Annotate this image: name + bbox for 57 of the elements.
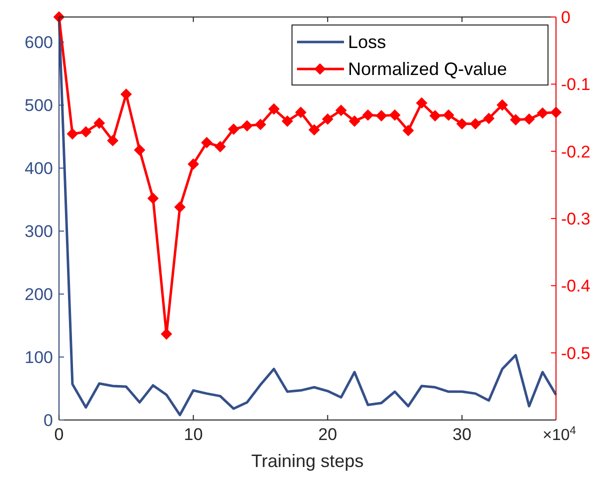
point <box>80 126 92 138</box>
point <box>148 192 159 204</box>
point <box>430 110 441 122</box>
point <box>308 124 320 136</box>
y-tick-label: 300 <box>24 222 53 242</box>
point <box>254 118 266 130</box>
point <box>322 114 334 125</box>
point <box>336 104 347 116</box>
y-tick-label: 200 <box>24 285 53 304</box>
point <box>242 120 253 132</box>
point <box>402 125 414 136</box>
point <box>376 110 387 122</box>
x-axis-title: Training steps <box>251 451 364 471</box>
legend-label: Loss <box>348 32 386 52</box>
text: ×10$^{4}$ <box>542 425 576 444</box>
point <box>66 128 78 140</box>
point <box>537 108 548 119</box>
point <box>54 12 64 22</box>
point <box>362 110 374 121</box>
y-tick-label: 500 <box>24 96 53 116</box>
point <box>214 141 226 152</box>
x-tick-label: 10 <box>184 425 203 444</box>
point <box>510 114 522 126</box>
legend-label: Normalized Q-value <box>348 59 508 79</box>
x-tick-label: 20 <box>318 425 338 444</box>
point <box>134 144 146 156</box>
point <box>416 97 428 108</box>
y2-tick-label: 0 <box>561 8 570 27</box>
y-tick-label: 600 <box>24 33 53 52</box>
point <box>456 118 468 130</box>
y-tick-label: 100 <box>24 348 53 368</box>
y2-tick-label: -0.4 <box>561 276 590 296</box>
point <box>160 328 172 340</box>
y2-tick-label: -0.3 <box>561 210 590 228</box>
y2-tick-label: -0.5 <box>561 344 590 363</box>
point <box>107 135 118 146</box>
point <box>443 110 454 121</box>
point <box>389 110 400 121</box>
point <box>349 116 360 127</box>
point <box>201 137 212 148</box>
point <box>483 112 494 124</box>
point <box>496 99 508 110</box>
point <box>524 114 535 125</box>
y-tick-label: 0 <box>44 411 53 430</box>
point <box>228 124 240 135</box>
y-tick-label: 400 <box>24 159 53 178</box>
x-tick-label: 30 <box>452 425 472 444</box>
point <box>188 158 199 170</box>
y2-tick-label: -0.1 <box>561 75 590 94</box>
point <box>282 116 293 127</box>
point <box>120 88 132 100</box>
point <box>470 118 481 130</box>
point <box>295 106 306 118</box>
y2-tick-label: -0.2 <box>561 142 590 162</box>
point <box>268 104 280 115</box>
point <box>94 118 105 129</box>
point <box>174 202 186 213</box>
